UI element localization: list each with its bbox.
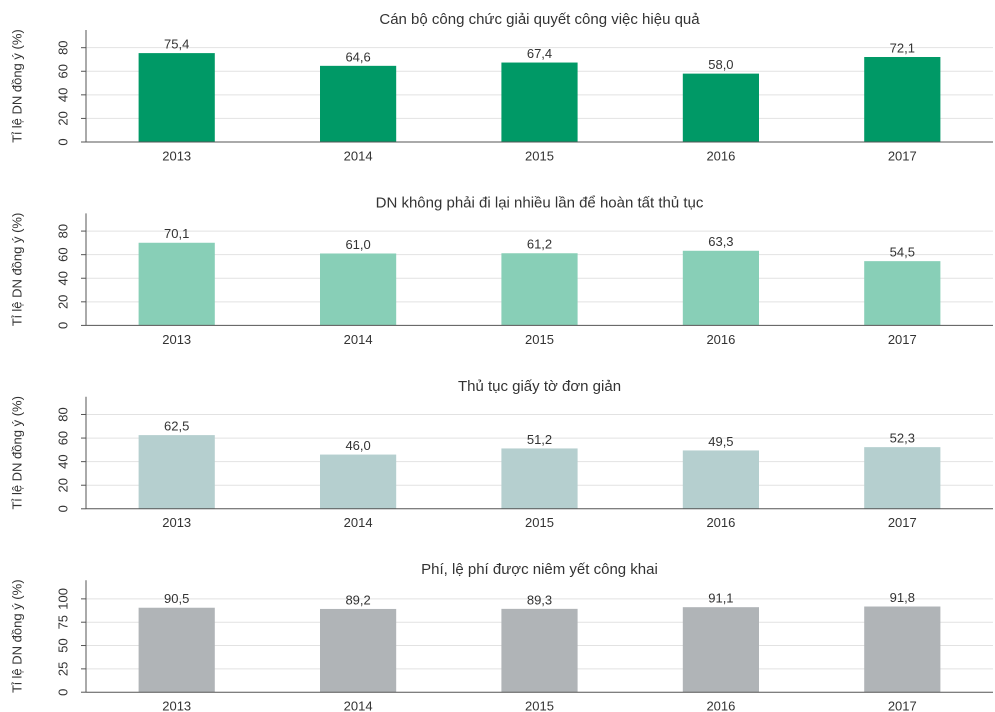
x-tick-label: 2014	[344, 148, 373, 163]
x-tick-label: 2014	[344, 332, 373, 347]
value-label: 90,5	[164, 591, 189, 606]
x-tick-label: 2017	[888, 148, 917, 163]
y-axis-label: Tỉ lệ DN đồng ý (%)	[9, 396, 24, 509]
x-tick-label: 2017	[888, 515, 917, 530]
bar	[138, 242, 215, 326]
bar	[501, 253, 578, 326]
y-tick-label: 0	[55, 322, 70, 329]
value-label: 62,5	[164, 419, 189, 434]
bar	[501, 448, 578, 509]
x-tick-label: 2013	[162, 699, 191, 712]
y-tick-label: 75	[55, 615, 70, 629]
bar	[682, 607, 759, 693]
x-tick-label: 2014	[344, 515, 373, 530]
value-label: 52,3	[890, 431, 915, 446]
value-label: 61,0	[345, 237, 370, 252]
y-tick-label: 100	[55, 588, 70, 610]
y-tick-label: 40	[55, 271, 70, 285]
x-tick-label: 2016	[706, 332, 735, 347]
value-label: 54,5	[890, 245, 915, 260]
x-tick-label: 2015	[525, 515, 554, 530]
y-tick-label: 60	[55, 64, 70, 78]
bar	[320, 65, 397, 142]
bar	[501, 62, 578, 142]
x-tick-label: 2013	[162, 515, 191, 530]
bar	[864, 447, 941, 509]
value-label: 91,8	[890, 590, 915, 605]
x-tick-label: 2017	[888, 699, 917, 712]
bar	[864, 56, 941, 142]
y-tick-label: 20	[55, 295, 70, 309]
y-tick-label: 25	[55, 662, 70, 676]
y-tick-label: 80	[55, 407, 70, 421]
bar	[138, 53, 215, 142]
bar	[501, 608, 578, 693]
y-tick-label: 40	[55, 88, 70, 102]
value-label: 91,1	[708, 591, 733, 606]
bar	[320, 608, 397, 693]
x-tick-label: 2015	[525, 148, 554, 163]
value-label: 70,1	[164, 226, 189, 241]
value-label: 64,6	[345, 49, 370, 64]
value-label: 63,3	[708, 234, 733, 249]
y-tick-label: 80	[55, 224, 70, 238]
value-label: 58,0	[708, 57, 733, 72]
y-tick-label: 60	[55, 247, 70, 261]
y-tick-label: 0	[55, 689, 70, 696]
x-tick-label: 2016	[706, 699, 735, 712]
chart-title: Thủ tục giấy tờ đơn giản	[458, 378, 621, 395]
value-label: 89,2	[345, 592, 370, 607]
x-tick-label: 2013	[162, 332, 191, 347]
bar	[682, 450, 759, 509]
y-tick-label: 0	[55, 505, 70, 512]
value-label: 72,1	[890, 40, 915, 55]
value-label: 49,5	[708, 434, 733, 449]
y-tick-label: 80	[55, 40, 70, 54]
value-label: 75,4	[164, 37, 189, 52]
x-tick-label: 2014	[344, 699, 373, 712]
x-tick-label: 2016	[706, 515, 735, 530]
bar	[138, 435, 215, 509]
x-tick-label: 2016	[706, 148, 735, 163]
y-axis-label: Tỉ lệ DN đồng ý (%)	[9, 579, 24, 692]
bar	[682, 250, 759, 326]
chart-title: Cán bộ công chức giải quyết công việc hi…	[379, 11, 700, 28]
y-tick-label: 50	[55, 638, 70, 652]
value-label: 89,3	[527, 592, 552, 607]
bar	[320, 253, 397, 326]
y-axis-label: Tỉ lệ DN đồng ý (%)	[9, 213, 24, 326]
bar	[864, 606, 941, 693]
y-tick-label: 20	[55, 478, 70, 492]
y-tick-label: 40	[55, 454, 70, 468]
chart-title: Phí, lệ phí được niêm yết công khai	[421, 561, 658, 578]
value-label: 67,4	[527, 46, 552, 61]
y-tick-label: 0	[55, 138, 70, 145]
bar	[864, 261, 941, 326]
x-tick-label: 2015	[525, 699, 554, 712]
value-label: 51,2	[527, 432, 552, 447]
bar	[320, 454, 397, 509]
y-tick-label: 60	[55, 431, 70, 445]
bar	[682, 73, 759, 142]
value-label: 46,0	[345, 438, 370, 453]
x-tick-label: 2017	[888, 332, 917, 347]
x-tick-label: 2015	[525, 332, 554, 347]
bar	[138, 607, 215, 693]
x-tick-label: 2013	[162, 148, 191, 163]
chart-title: DN không phải đi lại nhiều lần để hoàn t…	[376, 194, 704, 211]
y-axis-label: Tỉ lệ DN đồng ý (%)	[9, 29, 24, 142]
value-label: 61,2	[527, 237, 552, 252]
y-tick-label: 20	[55, 111, 70, 125]
